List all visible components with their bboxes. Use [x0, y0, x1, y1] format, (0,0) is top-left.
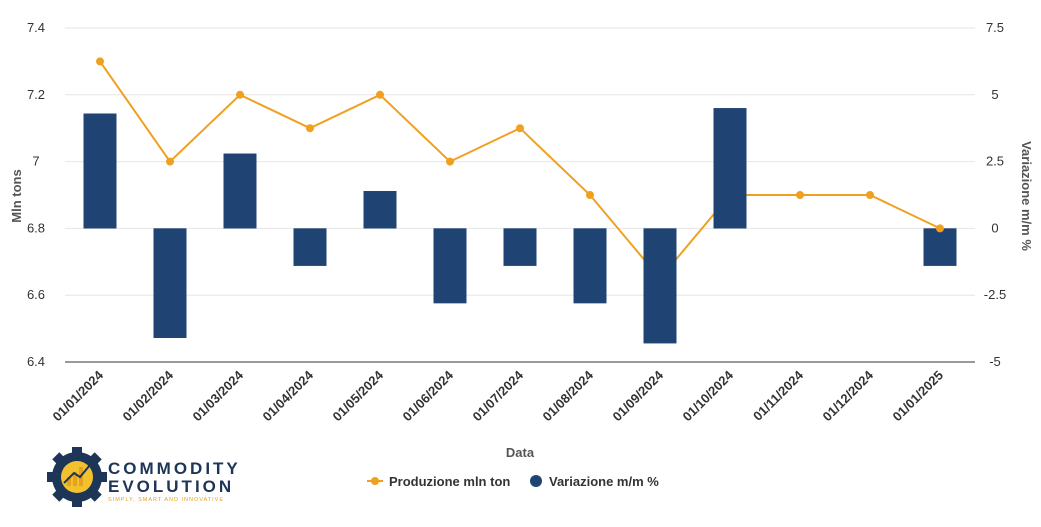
y-left-tick-label: 6.6: [27, 287, 45, 302]
line-point: [306, 124, 314, 133]
x-tick-label: 01/04/2024: [259, 367, 316, 424]
bar-overlay: [573, 228, 607, 304]
y-left-tick-label: 7.2: [27, 87, 45, 102]
line-point: [516, 124, 524, 133]
logo-tagline: SIMPLY, SMART AND INNOVATIVE: [108, 497, 224, 503]
line-point: [796, 191, 804, 199]
line-point: [936, 224, 944, 233]
bar-overlay: [293, 228, 327, 266]
bar-overlay: [153, 228, 187, 338]
line-point: [96, 57, 104, 66]
y-right-tick-label: 0: [991, 220, 998, 235]
y-right-tick-label: 2.5: [986, 154, 1004, 169]
bar-overlay: [83, 113, 117, 229]
y-left-tick-label: 7: [32, 154, 39, 169]
y-right-tick-label: 7.5: [986, 20, 1004, 35]
y-left-tick-label: 6.8: [27, 220, 45, 235]
legend-item-bar[interactable]: Variazione m/m %: [530, 474, 659, 489]
y-axis-right-title: Variazione m/m %: [1019, 141, 1034, 251]
x-tick-label: 01/05/2024: [329, 367, 386, 424]
bar-overlay: [503, 228, 537, 266]
line-point: [586, 191, 594, 199]
x-tick-label: 01/03/2024: [189, 367, 246, 424]
x-tick-label: 01/01/2024: [49, 367, 106, 424]
logo-title: COMMODITY: [108, 459, 241, 478]
bar-series: [83, 108, 957, 344]
y-axis-right: -5 -2.5 0 2.5 5 7.5: [984, 20, 1006, 369]
bar-overlay: [433, 228, 467, 304]
gear-icon: [47, 447, 107, 507]
legend-bar-swatch: [530, 475, 542, 487]
legend-line-marker: [371, 477, 379, 485]
x-tick-label: 01/06/2024: [399, 367, 456, 424]
y-axis-left-title: Mln tons: [9, 169, 24, 222]
line-point: [166, 157, 174, 166]
x-tick-label: 01/09/2024: [609, 367, 666, 424]
x-tick-label: 01/01/2025: [889, 368, 946, 425]
legend-label-bar: Variazione m/m %: [549, 474, 659, 489]
legend: Produzione mln ton Variazione m/m %: [367, 474, 659, 489]
line-point: [446, 157, 454, 166]
x-axis: 01/01/2024 01/02/2024 01/03/2024 01/04/2024…: [49, 367, 946, 424]
bar-overlay: [713, 108, 747, 229]
legend-item-line[interactable]: Produzione mln ton: [367, 474, 510, 489]
y-left-tick-label: 6.4: [27, 354, 45, 369]
logo: COMMODITY EVOLUTION SIMPLY, SMART AND IN…: [47, 447, 241, 507]
y-right-tick-label: 5: [991, 87, 998, 102]
bar-overlay: [223, 153, 257, 229]
y-right-tick-label: -2.5: [984, 287, 1006, 302]
x-tick-label: 01/12/2024: [819, 367, 876, 424]
y-left-tick-label: 7.4: [27, 20, 45, 35]
x-tick-label: 01/11/2024: [750, 367, 807, 424]
line-series: [83, 57, 957, 344]
bar-overlay: [643, 228, 677, 344]
legend-label-line: Produzione mln ton: [389, 474, 510, 489]
x-axis-title: Data: [506, 445, 535, 460]
line-point: [376, 90, 384, 99]
bar-overlay: [363, 190, 397, 229]
y-right-tick-label: -5: [989, 354, 1001, 369]
x-tick-label: 01/10/2024: [679, 367, 736, 424]
y-axis-left: 6.4 6.6 6.8 7 7.2 7.4: [27, 20, 45, 369]
x-tick-label: 01/07/2024: [469, 367, 526, 424]
x-tick-label: 01/08/2024: [539, 367, 596, 424]
line-point: [236, 90, 244, 99]
x-tick-label: 01/02/2024: [119, 367, 176, 424]
logo-title-2: EVOLUTION: [108, 477, 234, 496]
line-point: [866, 191, 874, 199]
bar-overlay: [923, 228, 957, 266]
